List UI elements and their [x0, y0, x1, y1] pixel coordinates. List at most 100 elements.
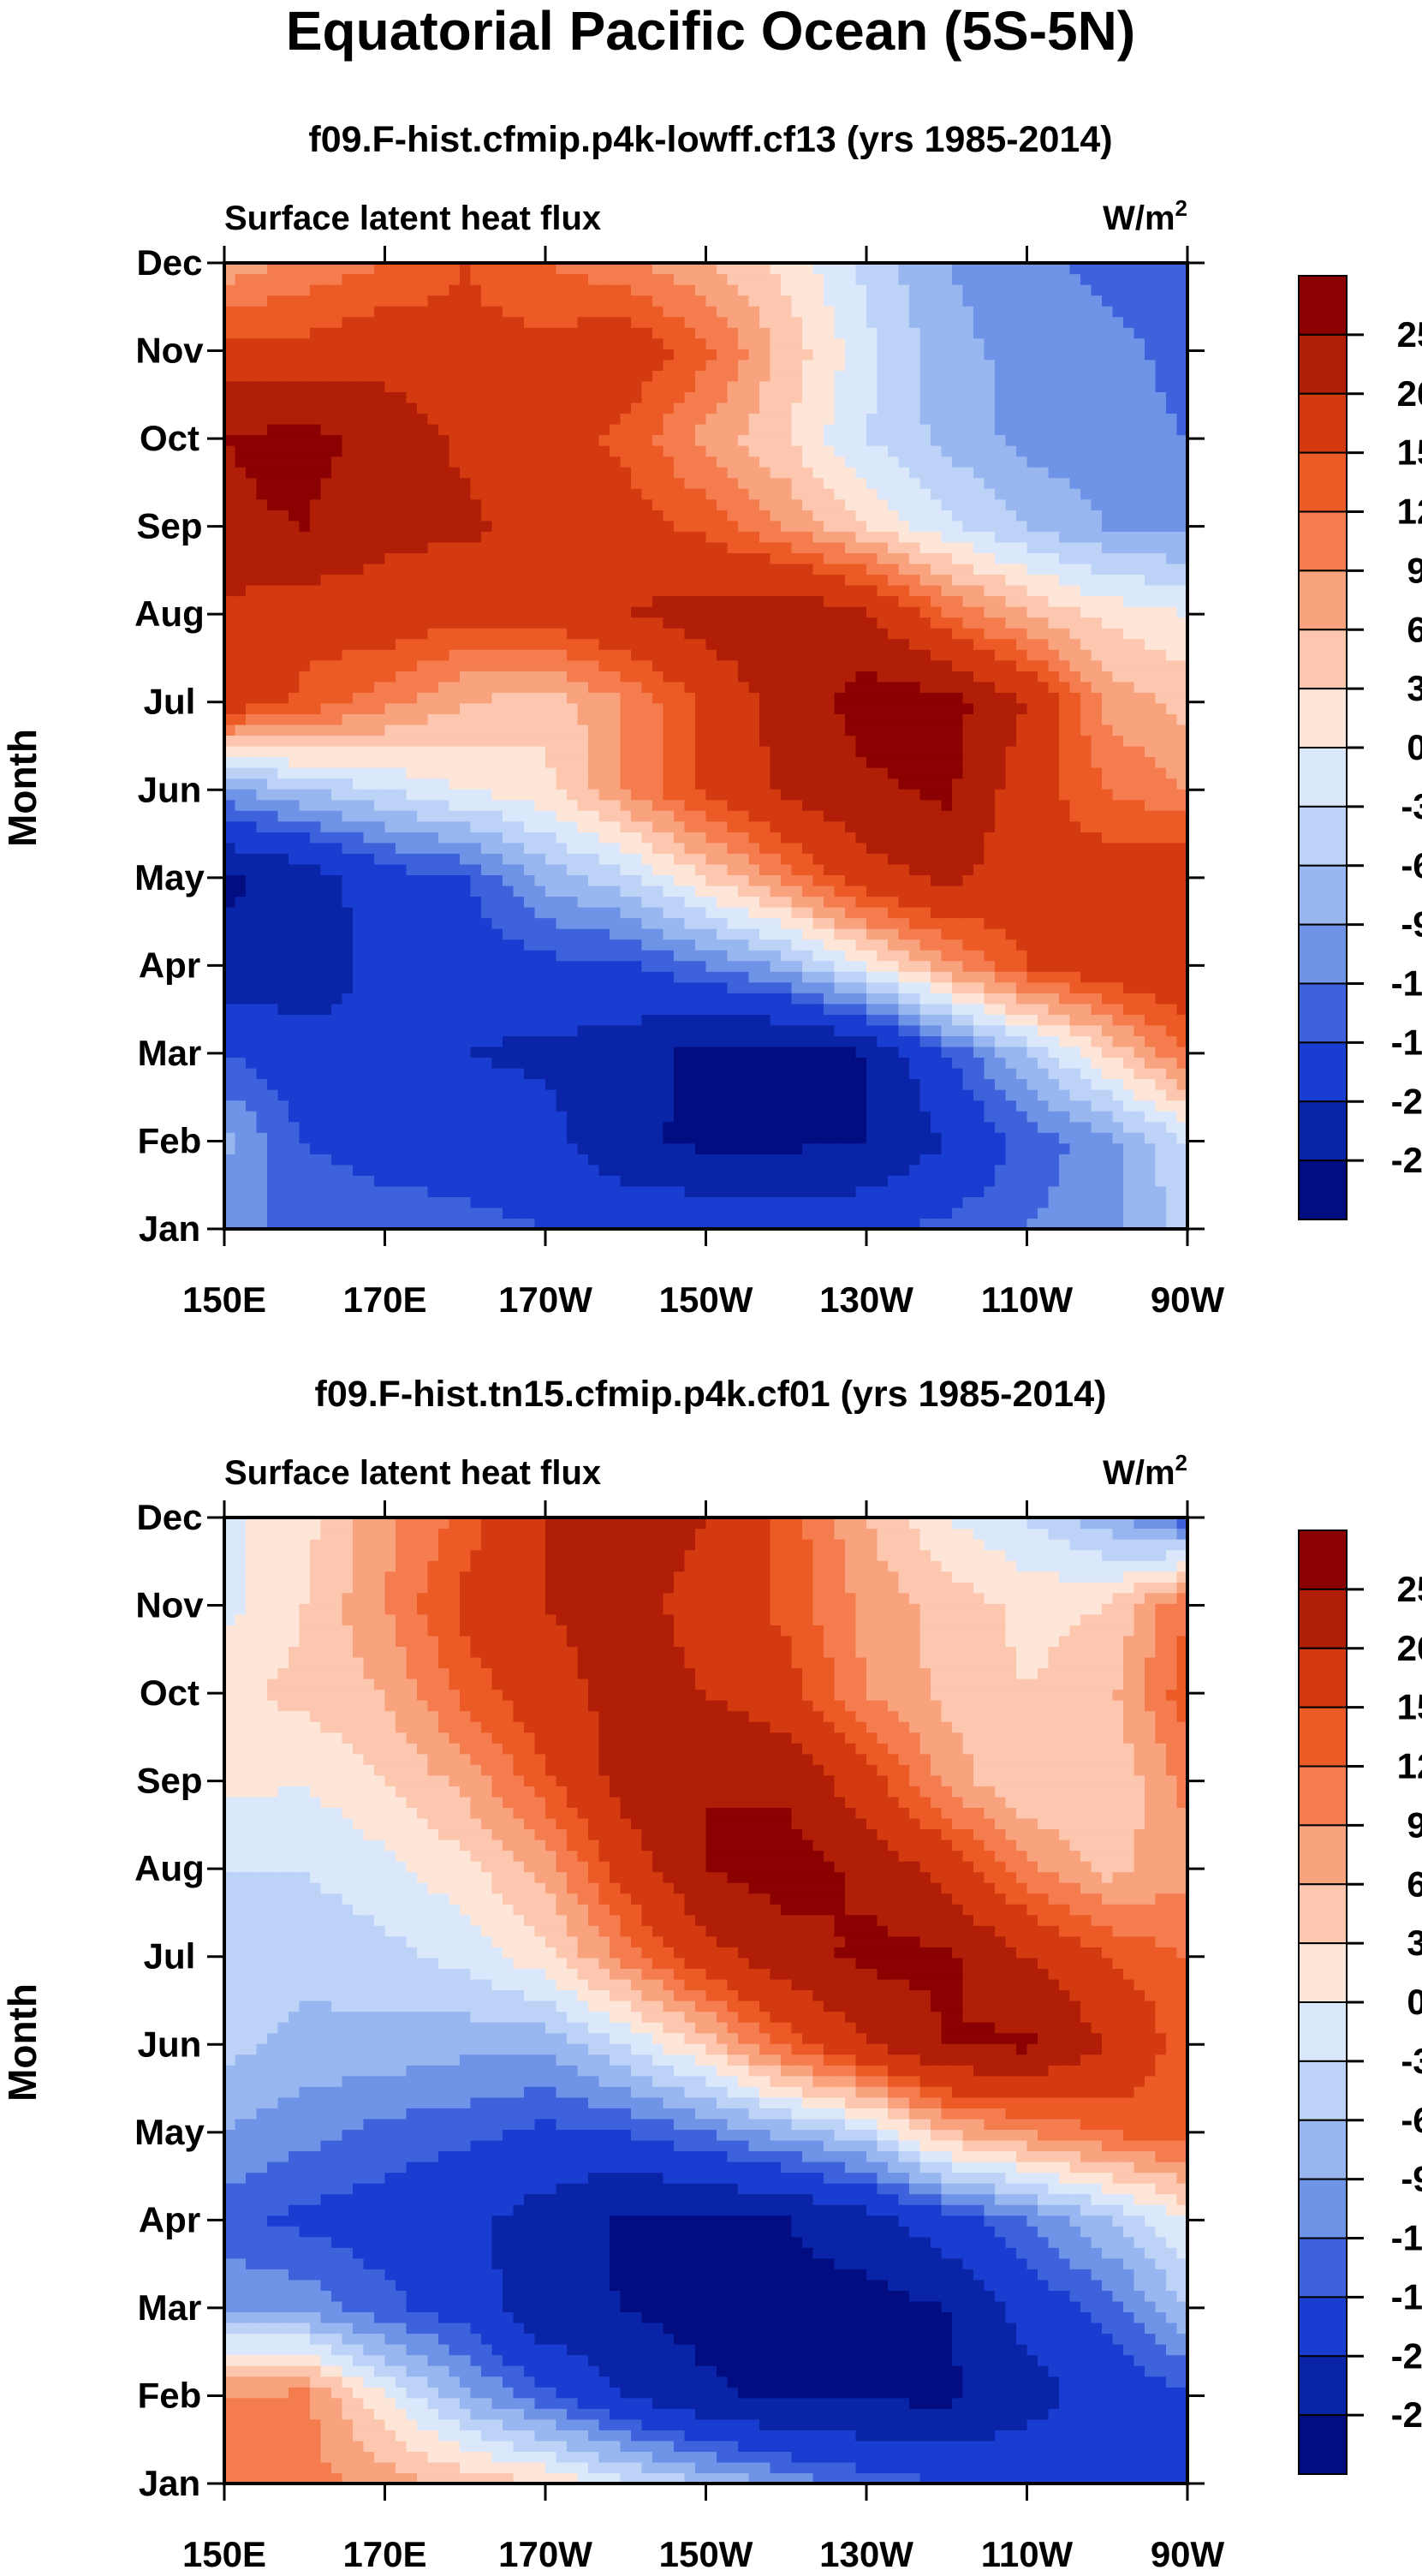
heatmap-cell — [898, 1175, 910, 1187]
heatmap-cell — [717, 1014, 729, 1026]
heatmap-cell — [952, 896, 964, 908]
heatmap-cell — [235, 1014, 247, 1026]
heatmap-cell — [1069, 1218, 1081, 1230]
heatmap-cell — [652, 1175, 664, 1187]
heatmap-cell — [759, 1046, 771, 1058]
heatmap-cell — [374, 681, 386, 693]
heatmap-cell — [941, 1068, 953, 1080]
heatmap-cell — [812, 724, 824, 736]
heatmap-cell — [1080, 1014, 1092, 1026]
heatmap-cell — [588, 1078, 600, 1090]
heatmap-cell — [941, 1078, 953, 1090]
heatmap-cell — [503, 713, 515, 725]
heatmap-cell — [449, 681, 461, 693]
heatmap-cell — [705, 1132, 717, 1144]
heatmap-cell — [353, 1196, 365, 1208]
heatmap-cell — [1133, 1121, 1145, 1133]
heatmap-cell — [781, 820, 793, 832]
heatmap-cell — [1016, 1196, 1028, 1208]
heatmap-cell — [267, 724, 279, 736]
heatmap-cell — [759, 1121, 771, 1133]
heatmap-cell — [695, 1207, 707, 1219]
heatmap-cell — [812, 1175, 824, 1187]
heatmap-cell — [898, 1024, 910, 1036]
heatmap-cell — [1016, 1142, 1028, 1154]
heatmap-cell — [1166, 1175, 1178, 1187]
heatmap-cell — [738, 1154, 750, 1166]
heatmap-cell — [524, 820, 536, 832]
heatmap-cell — [791, 1089, 803, 1101]
heatmap-cell — [1016, 746, 1028, 758]
heatmap-cell — [727, 1111, 739, 1123]
heatmap-cell — [396, 671, 408, 683]
heatmap-cell — [577, 832, 589, 844]
heatmap-cell — [256, 1035, 268, 1047]
heatmap-cell — [812, 1024, 824, 1036]
heatmap-cell — [1048, 950, 1060, 962]
heatmap-cell — [374, 917, 386, 929]
heatmap-cell — [438, 1003, 450, 1015]
heatmap-cell — [1069, 993, 1081, 1005]
heatmap-cell — [919, 649, 931, 661]
heatmap-cell — [384, 1121, 396, 1133]
heatmap-cell — [256, 713, 268, 725]
heatmap-cell — [941, 1057, 953, 1069]
heatmap-cell — [556, 1057, 568, 1069]
heatmap-cell — [824, 896, 836, 908]
heatmap-cell — [1048, 885, 1060, 897]
heatmap-cell — [363, 1057, 375, 1069]
heatmap-cell — [256, 950, 268, 962]
heatmap-cell — [952, 993, 964, 1005]
heatmap-cell — [984, 981, 996, 993]
heatmap-cell — [1091, 863, 1103, 875]
heatmap-cell — [460, 820, 472, 832]
heatmap-cell — [620, 1185, 632, 1197]
heatmap-cell — [748, 789, 760, 801]
heatmap-cell — [984, 1035, 996, 1047]
heatmap-cell — [898, 863, 910, 875]
heatmap-cell — [1016, 1218, 1028, 1230]
heatmap-cell — [460, 1207, 472, 1219]
heatmap-cell — [610, 1014, 622, 1026]
heatmap-cell — [812, 1185, 824, 1197]
heatmap-cell — [695, 1111, 707, 1123]
heatmap-cell — [631, 1164, 643, 1176]
heatmap-cell — [641, 1046, 653, 1058]
heatmap-cell — [931, 874, 943, 886]
heatmap-cell — [620, 1100, 632, 1112]
heatmap-cell — [919, 702, 931, 714]
heatmap-cell — [641, 671, 653, 683]
heatmap-cell — [310, 1142, 322, 1154]
heatmap-cell — [695, 896, 707, 908]
heatmap-cell — [342, 993, 354, 1005]
heatmap-cell — [995, 971, 1007, 983]
heatmap-cell — [748, 1100, 760, 1112]
heatmap-cell — [855, 1121, 867, 1133]
heatmap-cell — [770, 810, 782, 822]
heatmap-cell — [460, 1185, 472, 1197]
heatmap-cell — [1016, 832, 1028, 844]
heatmap-cell — [727, 1185, 739, 1197]
heatmap-cell — [781, 1046, 793, 1058]
heatmap-cell — [791, 1068, 803, 1080]
heatmap-cell — [1059, 1014, 1071, 1026]
heatmap-cell — [717, 789, 729, 801]
heatmap-cell — [791, 1024, 803, 1036]
heatmap-cell — [577, 735, 589, 747]
heatmap-cell — [289, 896, 300, 908]
heatmap-cell — [610, 1068, 622, 1080]
heatmap-cell — [705, 789, 717, 801]
heatmap-cell — [384, 799, 396, 811]
heatmap-cell — [1176, 820, 1188, 832]
heatmap-cell — [984, 1185, 996, 1197]
heatmap-cell — [652, 907, 664, 919]
heatmap-cell — [1112, 1024, 1124, 1036]
heatmap-cell — [1166, 928, 1178, 940]
heatmap-cell — [331, 971, 343, 983]
heatmap-cell — [684, 746, 696, 758]
heatmap-cell — [1102, 981, 1114, 993]
heatmap-cell — [342, 1057, 354, 1069]
heatmap-cell — [1069, 971, 1081, 983]
heatmap-cell — [919, 928, 931, 940]
heatmap-cell — [460, 907, 472, 919]
